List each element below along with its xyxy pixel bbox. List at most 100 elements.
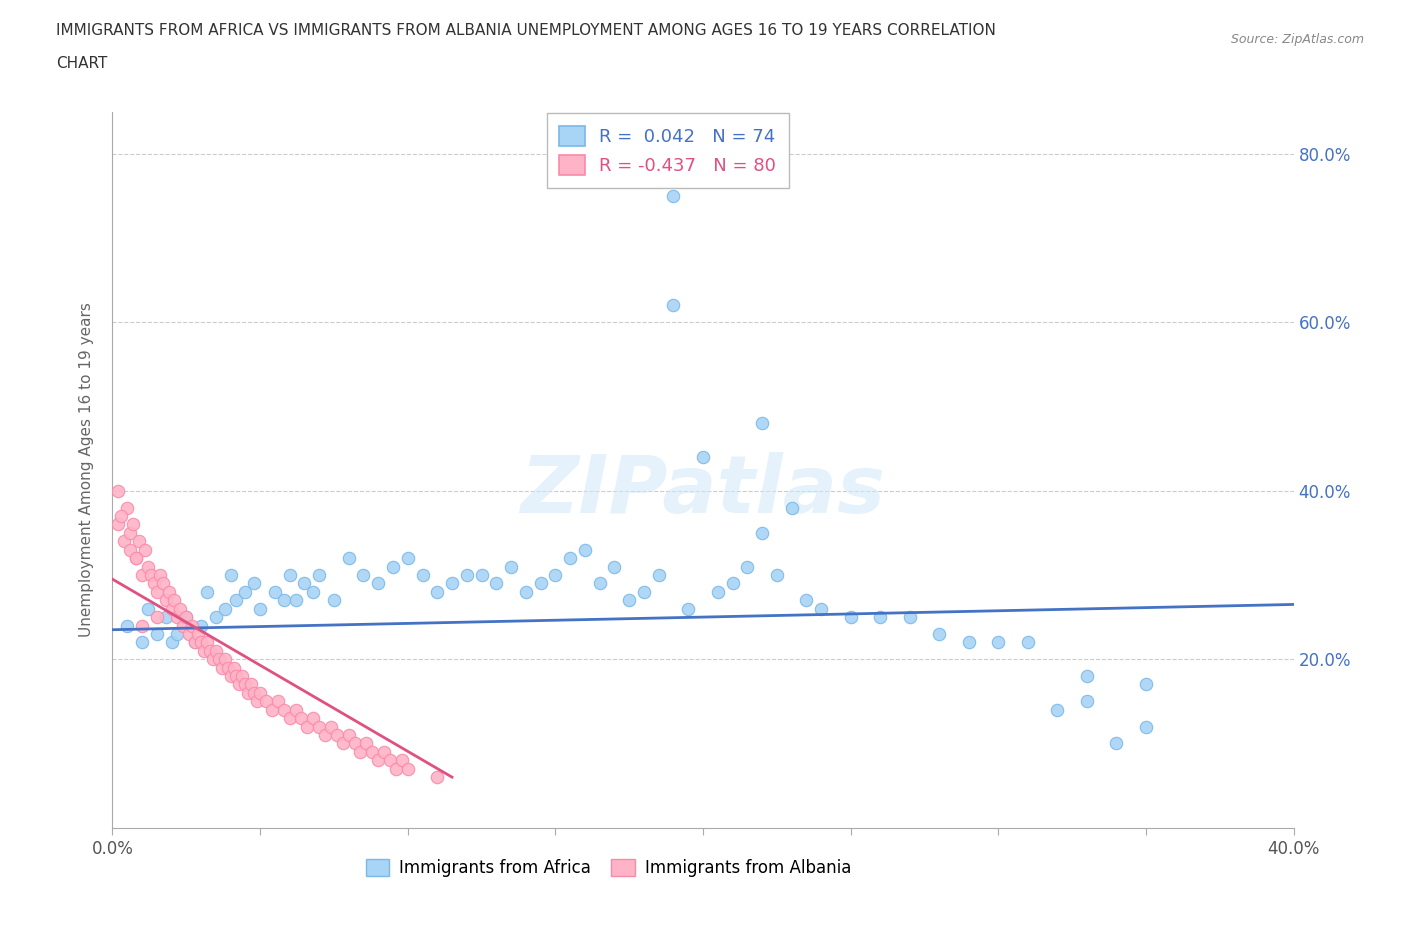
Point — [169, 601, 191, 616]
Point — [160, 601, 183, 616]
Point — [155, 610, 177, 625]
Point — [146, 584, 169, 599]
Point — [219, 567, 242, 582]
Point — [485, 576, 508, 591]
Point — [796, 592, 818, 607]
Point — [957, 635, 980, 650]
Point — [142, 576, 165, 591]
Point — [780, 500, 803, 515]
Point — [647, 567, 671, 582]
Point — [588, 576, 610, 591]
Point — [373, 744, 395, 759]
Point — [214, 652, 236, 667]
Point — [149, 567, 172, 582]
Text: Source: ZipAtlas.com: Source: ZipAtlas.com — [1230, 33, 1364, 46]
Point — [208, 652, 231, 667]
Point — [706, 584, 728, 599]
Point — [678, 601, 700, 616]
Point — [574, 542, 596, 557]
Point — [214, 601, 236, 616]
Point — [222, 660, 245, 675]
Point — [284, 592, 307, 607]
Point — [1046, 702, 1069, 717]
Point — [190, 635, 212, 650]
Point — [240, 677, 263, 692]
Point — [367, 576, 389, 591]
Point — [233, 677, 256, 692]
Point — [278, 567, 301, 582]
Point — [470, 567, 494, 582]
Point — [205, 610, 228, 625]
Point — [246, 694, 269, 709]
Point — [238, 685, 260, 700]
Point — [273, 702, 295, 717]
Point — [201, 652, 224, 667]
Point — [501, 559, 523, 574]
Point — [117, 618, 138, 633]
Point — [633, 584, 655, 599]
Point — [172, 618, 194, 633]
Point — [356, 736, 378, 751]
Point — [1135, 677, 1157, 692]
Point — [332, 736, 354, 751]
Point — [319, 719, 342, 734]
Point — [166, 610, 188, 625]
Point — [125, 551, 148, 565]
Point — [131, 567, 153, 582]
Point — [217, 660, 239, 675]
Point — [264, 584, 287, 599]
Point — [619, 592, 641, 607]
Point — [382, 559, 405, 574]
Point — [361, 744, 384, 759]
Point — [441, 576, 464, 591]
Point — [323, 592, 346, 607]
Point — [292, 576, 315, 591]
Point — [349, 744, 371, 759]
Point — [174, 610, 197, 625]
Text: CHART: CHART — [56, 56, 108, 71]
Point — [396, 762, 419, 777]
Point — [529, 576, 551, 591]
Point — [193, 644, 215, 658]
Point — [662, 189, 685, 204]
Point — [1017, 635, 1039, 650]
Point — [211, 660, 233, 675]
Point — [314, 727, 336, 742]
Point — [134, 542, 156, 557]
Point — [326, 727, 349, 742]
Point — [195, 584, 218, 599]
Point — [302, 711, 325, 725]
Point — [120, 525, 142, 540]
Point — [146, 627, 169, 642]
Point — [136, 559, 159, 574]
Point — [751, 525, 773, 540]
Text: IMMIGRANTS FROM AFRICA VS IMMIGRANTS FROM ALBANIA UNEMPLOYMENT AMONG AGES 16 TO : IMMIGRANTS FROM AFRICA VS IMMIGRANTS FRO… — [56, 23, 995, 38]
Point — [107, 484, 129, 498]
Point — [721, 576, 744, 591]
Point — [1135, 719, 1157, 734]
Point — [378, 753, 401, 768]
Point — [122, 517, 145, 532]
Point — [1076, 694, 1098, 709]
Point — [163, 592, 186, 607]
Point — [152, 576, 174, 591]
Point — [396, 551, 419, 565]
Point — [117, 500, 138, 515]
Point — [249, 601, 271, 616]
Point — [385, 762, 408, 777]
Point — [308, 719, 330, 734]
Point — [426, 770, 449, 785]
Point — [110, 509, 132, 524]
Point — [810, 601, 832, 616]
Point — [515, 584, 537, 599]
Point — [243, 576, 266, 591]
Point — [603, 559, 626, 574]
Point — [456, 567, 478, 582]
Point — [260, 702, 283, 717]
Point — [284, 702, 307, 717]
Point — [337, 727, 360, 742]
Point — [267, 694, 290, 709]
Point — [662, 298, 685, 312]
Point — [187, 627, 209, 642]
Point — [184, 635, 207, 650]
